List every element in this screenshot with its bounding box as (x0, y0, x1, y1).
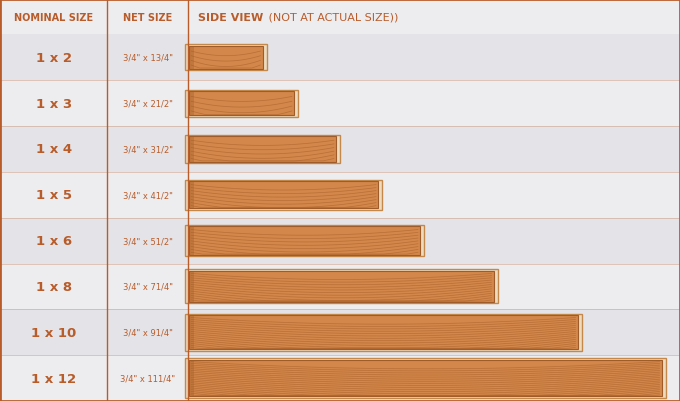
Bar (189, 227, 420, 255)
Bar (0, 81, 680, 127)
Bar (189, 47, 262, 69)
Bar (189, 360, 194, 397)
Text: SIDE VIEW: SIDE VIEW (198, 13, 263, 22)
Bar (0, 0, 680, 35)
Text: 3/4" x 13/4": 3/4" x 13/4" (122, 54, 173, 63)
Bar (189, 92, 194, 116)
Text: 3/4" x 91/4": 3/4" x 91/4" (122, 328, 173, 337)
Bar (189, 316, 194, 349)
Text: 3/4" x 41/2": 3/4" x 41/2" (122, 191, 173, 200)
Text: NOMINAL SIZE: NOMINAL SIZE (14, 13, 93, 22)
Bar (189, 227, 194, 255)
Text: 1 x 12: 1 x 12 (31, 372, 76, 385)
Bar (185, 270, 498, 304)
Bar (185, 136, 340, 164)
Bar (0, 127, 680, 172)
Bar (0, 218, 680, 264)
Bar (189, 316, 577, 349)
Bar (185, 358, 666, 398)
Text: 3/4" x 31/2": 3/4" x 31/2" (122, 145, 173, 154)
Text: NET SIZE: NET SIZE (123, 13, 172, 22)
Bar (0, 35, 680, 81)
Text: 3/4" x 21/2": 3/4" x 21/2" (122, 99, 173, 108)
Bar (0, 172, 680, 218)
Text: 1 x 3: 1 x 3 (35, 97, 72, 110)
Text: 3/4" x 71/4": 3/4" x 71/4" (122, 282, 173, 291)
Bar (189, 47, 194, 69)
Bar (189, 360, 662, 397)
Bar (185, 225, 424, 257)
Bar (189, 271, 194, 302)
Text: 1 x 6: 1 x 6 (35, 235, 72, 247)
Bar (185, 180, 382, 210)
Text: 3/4" x 51/2": 3/4" x 51/2" (122, 237, 173, 245)
Bar (0, 264, 680, 310)
Bar (189, 271, 494, 302)
Text: 1 x 8: 1 x 8 (35, 280, 72, 293)
Bar (185, 314, 581, 351)
Text: 3/4" x 111/4": 3/4" x 111/4" (120, 374, 175, 383)
Bar (189, 182, 194, 209)
Text: 1 x 5: 1 x 5 (36, 189, 71, 202)
Bar (189, 182, 378, 209)
Bar (189, 92, 294, 116)
Text: 1 x 4: 1 x 4 (35, 143, 72, 156)
Text: 1 x 10: 1 x 10 (31, 326, 76, 339)
Bar (185, 45, 267, 71)
Bar (189, 137, 194, 162)
Bar (185, 90, 298, 117)
Text: 1 x 2: 1 x 2 (36, 52, 71, 65)
Bar (189, 137, 336, 162)
Bar (0, 355, 680, 401)
Bar (0, 310, 680, 355)
Text: (NOT AT ACTUAL SIZE)): (NOT AT ACTUAL SIZE)) (265, 13, 398, 22)
